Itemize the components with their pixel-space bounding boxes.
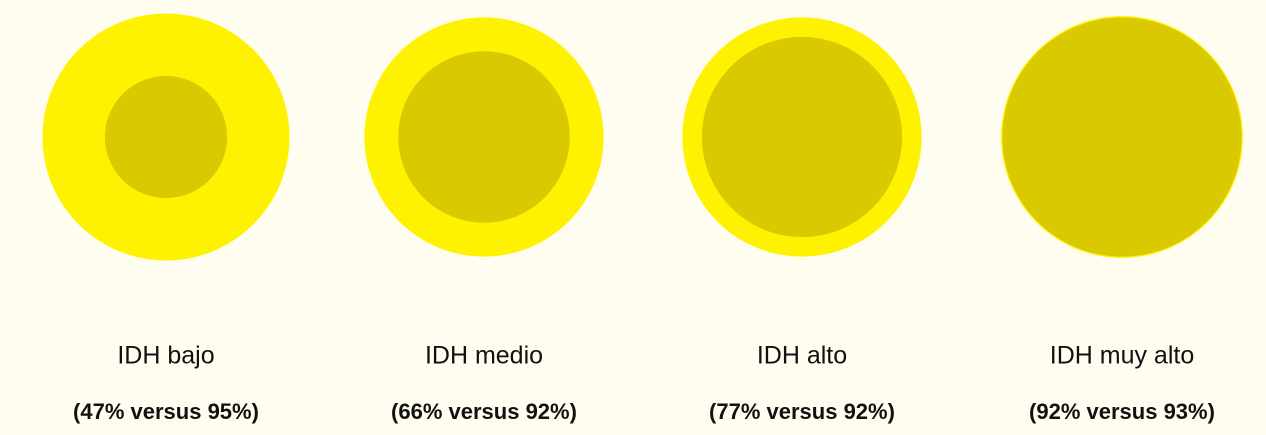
category-label: IDH muy alto [1050,342,1194,370]
category-label: IDH bajo [117,342,214,370]
value-label: (77% versus 92%) [709,399,895,424]
category-label: IDH alto [757,342,847,370]
value-label: (92% versus 93%) [1029,399,1215,424]
inner-circle [104,75,228,199]
value-label: (66% versus 92%) [391,399,577,424]
inner-circle [701,36,903,238]
category-label: IDH medio [425,342,543,370]
inner-circle [1002,17,1242,257]
value-label: (47% versus 95%) [73,399,259,424]
inner-circle [398,51,570,223]
